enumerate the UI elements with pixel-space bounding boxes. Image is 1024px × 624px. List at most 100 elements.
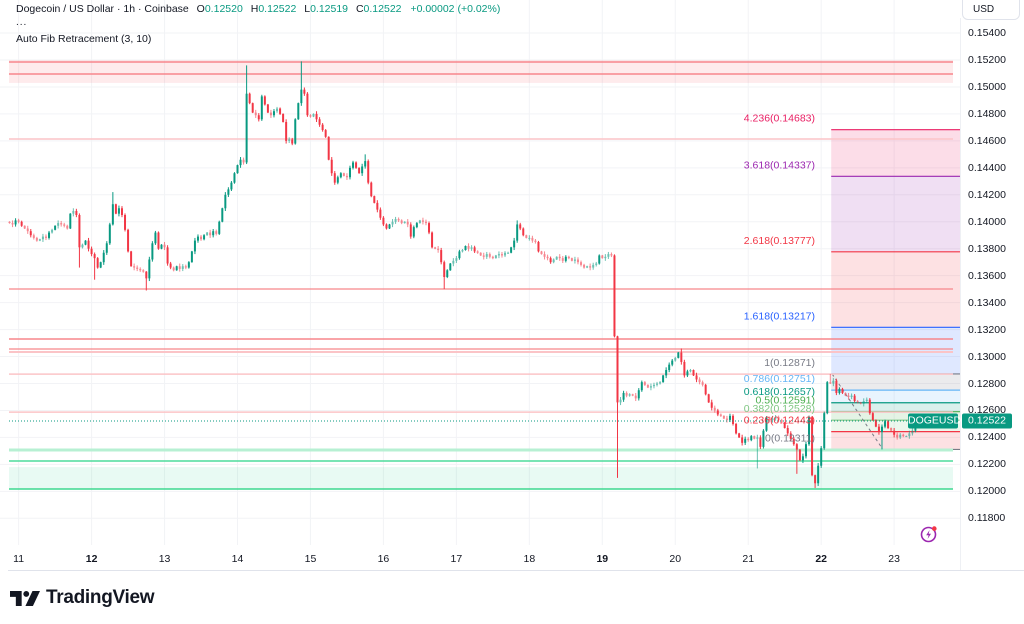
candle	[543, 251, 546, 260]
support-resistance-zones	[9, 59, 953, 490]
candle	[482, 252, 485, 260]
candle	[610, 252, 613, 258]
candle-body	[114, 204, 117, 214]
candle-body	[884, 421, 887, 427]
candle	[902, 433, 905, 438]
candle	[294, 118, 297, 145]
candle-body	[808, 417, 811, 445]
candle	[896, 432, 899, 440]
candle	[640, 380, 643, 392]
candle	[99, 261, 102, 269]
candle	[117, 205, 120, 217]
candle	[874, 419, 877, 428]
candle	[306, 92, 309, 117]
candle-body	[282, 113, 285, 122]
candle	[388, 223, 391, 230]
candle	[181, 264, 184, 272]
candle-body	[485, 254, 488, 257]
candle-body	[44, 236, 47, 238]
candle-body	[646, 384, 649, 388]
candle-body	[370, 182, 373, 197]
more-options-button[interactable]: ...	[16, 17, 28, 28]
time-axis-border	[8, 570, 1024, 571]
symbol-legend[interactable]: Dogecoin / US Dollar · 1h · Coinbase O0.…	[16, 3, 500, 16]
candle	[41, 233, 44, 242]
candle-body	[768, 417, 771, 420]
symbol-title[interactable]: Dogecoin / US Dollar · 1h · Coinbase	[16, 3, 189, 15]
candle	[485, 251, 488, 259]
fib-band	[831, 420, 960, 432]
candle	[558, 254, 561, 261]
candle	[899, 433, 902, 440]
candle	[741, 434, 744, 446]
candle-body	[534, 240, 537, 242]
candle-body	[297, 103, 300, 120]
candle	[382, 216, 385, 227]
candle-body	[598, 255, 601, 264]
candle	[470, 245, 473, 251]
candle-body	[756, 437, 759, 439]
candle-body	[434, 247, 437, 249]
candle	[236, 164, 239, 174]
candle	[890, 427, 893, 432]
candle	[507, 251, 510, 254]
candle-body	[707, 394, 710, 403]
candle-body	[178, 266, 181, 269]
fib-level-label: 0.236(0.12443)	[744, 415, 815, 427]
price-axis-tick: 0.14200	[968, 188, 1006, 201]
lightning-alert-icon[interactable]	[920, 525, 938, 543]
price-axis-tick: 0.14800	[968, 107, 1006, 120]
candle-body	[613, 255, 616, 337]
open-value: 0.12520	[204, 3, 243, 15]
candle-body	[418, 220, 421, 224]
candle-body	[564, 256, 567, 261]
candle-body	[385, 224, 388, 229]
candle-body	[151, 243, 154, 260]
candle	[722, 415, 725, 420]
currency-selector[interactable]: USD	[962, 0, 1020, 20]
candle-body	[333, 173, 336, 183]
candle	[735, 422, 738, 435]
candle-body	[257, 115, 260, 120]
candle-body	[54, 225, 57, 230]
candle-body	[552, 259, 555, 263]
candle	[859, 401, 862, 405]
tradingview-mark-icon	[10, 590, 40, 606]
candle	[540, 250, 543, 255]
candle-body	[145, 271, 148, 279]
candle-body	[829, 382, 832, 384]
candle	[57, 220, 60, 229]
tradingview-logo[interactable]: TradingView	[10, 588, 155, 607]
candle	[522, 227, 525, 237]
indicator-legend-fib[interactable]: Auto Fib Retracement (3, 10)	[16, 33, 152, 45]
candle	[823, 411, 826, 450]
candle-body	[248, 93, 251, 104]
price-axis[interactable]: 0.15400 0.15200 0.15000 0.14800 0.14600 0.144…	[960, 0, 1024, 545]
candle	[352, 160, 355, 170]
candle	[850, 393, 853, 400]
candle	[355, 161, 358, 169]
candle	[327, 136, 330, 161]
chart-plot-area[interactable]: 4.236(0.14683) 3.618(0.14337) 2.618(0.1377…	[0, 0, 960, 545]
candle-body	[652, 384, 655, 387]
candle-body	[272, 111, 275, 116]
price-axis-tick: 0.12200	[968, 458, 1006, 471]
price-axis-tick: 0.14000	[968, 215, 1006, 228]
candle-body	[200, 236, 203, 240]
candle	[315, 111, 318, 122]
candle	[759, 435, 762, 450]
candle-body	[446, 270, 449, 278]
candle-body	[595, 263, 598, 265]
candle	[777, 415, 780, 422]
candle	[607, 251, 610, 259]
time-axis[interactable]: 11 12 13 14 15 16 17 18 19 20 21 22 23	[0, 545, 960, 570]
candle-body	[896, 434, 899, 438]
candle-body	[698, 379, 701, 383]
candle-body	[519, 224, 522, 229]
candle-body	[777, 417, 780, 420]
candle	[336, 175, 339, 185]
high-label: H	[250, 3, 259, 15]
candle	[488, 252, 491, 259]
candle-body	[461, 250, 464, 252]
candle	[443, 260, 446, 290]
